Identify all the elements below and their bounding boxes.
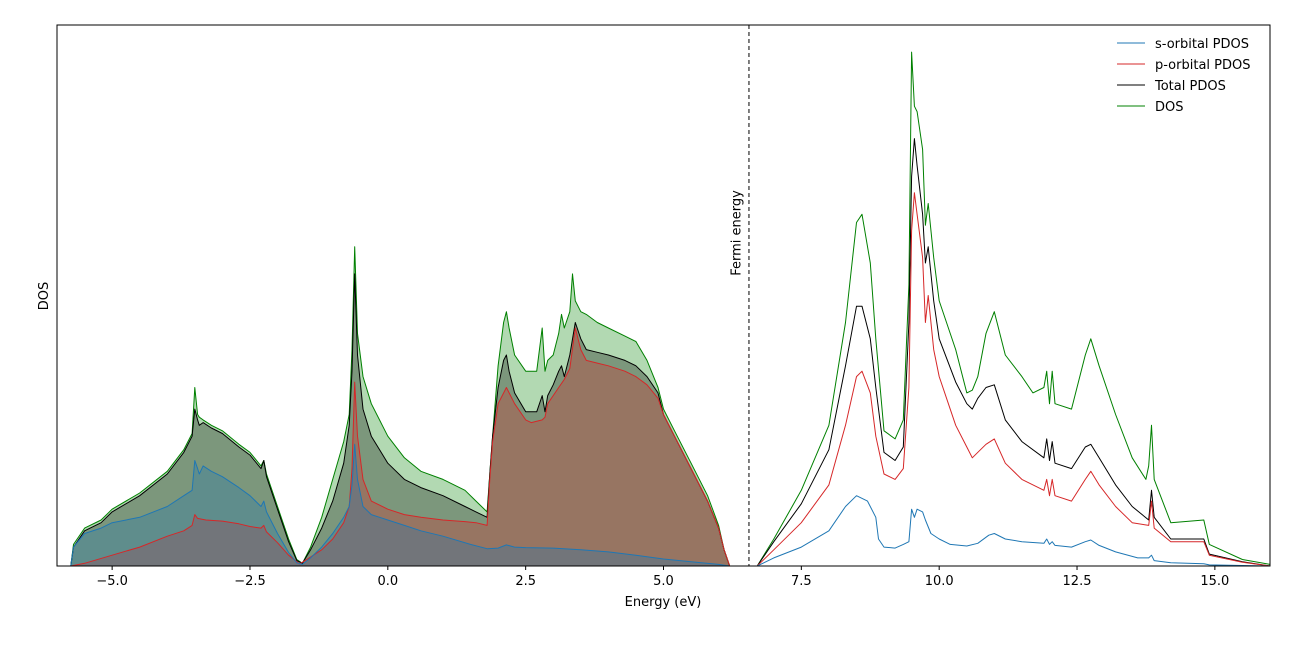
x-tick-label: −2.5 xyxy=(234,574,266,589)
x-tick-label: −5.0 xyxy=(96,574,128,589)
x-axis-ticks: −5.0 −2.5 0.0 2.5 5.0 7.5 10.0 12.5 15.0 xyxy=(96,566,1229,589)
x-axis-label: Energy (eV) xyxy=(625,595,702,610)
x-tick-label: 0.0 xyxy=(377,574,398,589)
x-tick-label: 5.0 xyxy=(653,574,674,589)
legend-label: s-orbital PDOS xyxy=(1155,37,1249,52)
x-tick-label: 7.5 xyxy=(791,574,812,589)
legend: s-orbital PDOS p-orbital PDOS Total PDOS DO… xyxy=(1117,37,1251,115)
series-lines xyxy=(57,51,1270,566)
y-axis-label: DOS xyxy=(37,282,52,311)
fill-p-orbital-pdos xyxy=(57,328,749,566)
line-s-orbital-pdos xyxy=(57,443,1270,566)
legend-label: p-orbital PDOS xyxy=(1155,58,1251,73)
fill-dos xyxy=(57,246,749,566)
x-tick-label: 12.5 xyxy=(1063,574,1092,589)
line-dos xyxy=(57,51,1270,566)
legend-label: Total PDOS xyxy=(1154,79,1226,94)
line-p-orbital-pdos xyxy=(57,192,1270,566)
line-total-pdos xyxy=(57,138,1270,566)
filled-areas xyxy=(57,246,749,566)
x-tick-label: 2.5 xyxy=(515,574,536,589)
fill-s-orbital-pdos xyxy=(57,444,749,566)
x-tick-label: 15.0 xyxy=(1200,574,1229,589)
fill-total-pdos xyxy=(57,273,749,566)
legend-label: DOS xyxy=(1155,100,1184,115)
fermi-energy-label: Fermi energy xyxy=(729,190,744,276)
x-tick-label: 10.0 xyxy=(925,574,954,589)
